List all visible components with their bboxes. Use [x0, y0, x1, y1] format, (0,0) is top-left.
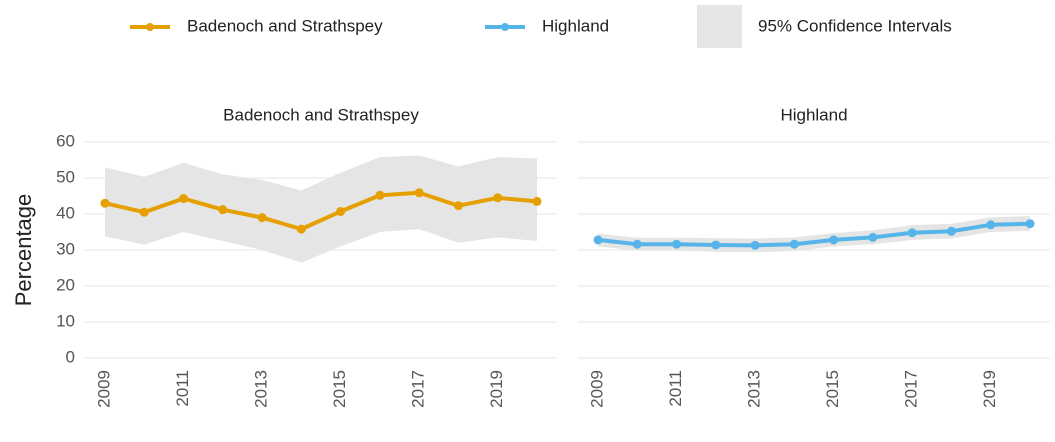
legend-label: Badenoch and Strathspey	[187, 16, 383, 35]
x-tick-label: 2013	[252, 370, 271, 408]
data-point	[986, 220, 996, 230]
legend-marker	[146, 23, 154, 31]
legend-label: 95% Confidence Intervals	[758, 16, 952, 35]
data-point	[1025, 219, 1035, 229]
data-point	[257, 213, 267, 223]
y-tick-label: 60	[56, 131, 75, 150]
data-point	[375, 190, 385, 200]
x-tick-label: 2015	[823, 370, 842, 408]
legend-marker	[501, 23, 509, 31]
y-tick-label: 0	[66, 347, 75, 366]
x-tick-label: 2011	[666, 370, 685, 407]
data-point	[179, 194, 189, 204]
data-point	[139, 207, 149, 217]
data-point	[672, 239, 682, 249]
legend-label: Highland	[542, 16, 609, 35]
legend-ci-swatch	[697, 5, 742, 48]
x-tick-label: 2019	[487, 370, 506, 408]
data-point	[593, 235, 603, 245]
data-point	[750, 240, 760, 250]
data-point	[414, 188, 424, 198]
confidence-band	[105, 155, 537, 263]
data-point	[100, 198, 110, 208]
x-tick-label: 2015	[330, 370, 349, 408]
y-tick-label: 10	[56, 311, 75, 330]
x-tick-label: 2011	[173, 370, 192, 407]
x-tick-label: 2017	[902, 370, 921, 408]
data-point	[493, 193, 503, 203]
data-point	[453, 201, 463, 211]
data-point	[711, 240, 721, 250]
series-line	[597, 221, 1031, 248]
x-tick-label: 2017	[409, 370, 428, 408]
confidence-band	[598, 216, 1030, 253]
data-point	[789, 239, 799, 249]
y-tick-label: 20	[56, 275, 75, 294]
data-point	[336, 206, 346, 216]
series-line	[104, 190, 538, 232]
x-tick-label: 2009	[94, 370, 113, 408]
data-point	[907, 228, 917, 238]
y-tick-label: 50	[56, 167, 75, 186]
data-point	[218, 205, 228, 215]
y-tick-label: 30	[56, 239, 75, 258]
x-tick-label: 2019	[980, 370, 999, 408]
x-tick-label: 2013	[745, 370, 764, 408]
x-tick-label: 2009	[587, 370, 606, 408]
facet-title: Badenoch and Strathspey	[223, 105, 419, 124]
y-axis-label: Percentage	[11, 194, 36, 307]
data-point	[632, 239, 642, 249]
data-point	[296, 224, 306, 234]
data-point	[868, 232, 878, 242]
y-tick-label: 40	[56, 203, 75, 222]
data-point	[946, 226, 956, 236]
data-point	[532, 196, 542, 206]
data-point	[829, 235, 839, 245]
facet-title: Highland	[780, 105, 847, 124]
